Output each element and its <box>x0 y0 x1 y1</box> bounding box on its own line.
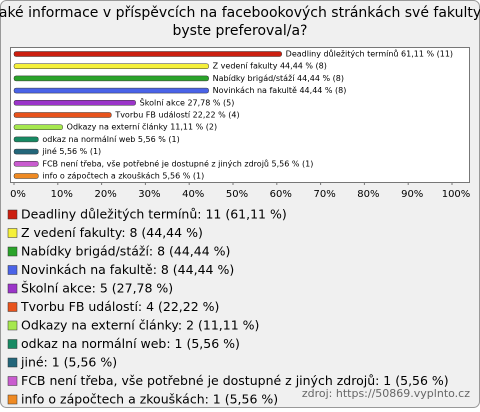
bar-label: FCB není třeba, vše potřebné je dostupné… <box>42 158 313 168</box>
x-tick-label: 70% <box>313 189 335 200</box>
legend-label: odkaz na normální web: 1 (5,56 %) <box>21 336 240 351</box>
bar <box>13 124 63 130</box>
bar <box>13 63 209 69</box>
legend-swatch <box>7 357 18 368</box>
bar-label: Z vedení fakulty 44,44 % (8) <box>213 62 327 71</box>
legend-swatch <box>7 394 18 405</box>
x-tick-label: 80% <box>357 189 379 200</box>
bar <box>13 51 282 57</box>
legend-label: Odkazy na externí články: 2 (11,11 %) <box>21 318 259 333</box>
legend-swatch <box>7 265 18 275</box>
x-tick-label: 10% <box>51 189 73 200</box>
x-tick-label: 30% <box>138 189 160 200</box>
bar-label: Tvorbu FB událostí 22,22 % (4) <box>114 111 239 120</box>
bar-label: Nabídky brigád/stáží 44,44 % (8) <box>213 74 344 83</box>
legend-swatch <box>7 283 18 294</box>
chart-title: aké informace v příspěvcích na facebooko… <box>0 5 480 21</box>
legend-label: Novinkách na fakultě: 8 (44,44 %) <box>21 262 234 277</box>
legend-swatch <box>7 302 18 312</box>
legend-label: Tvorbu FB událostí: 4 (22,22 %) <box>20 299 219 314</box>
legend-label: Deadliny důležitých termínů: 11 (61,11 %… <box>21 207 287 222</box>
legend-label: FCB není třeba, vše potřebné je dostupné… <box>21 373 449 388</box>
bar <box>13 161 39 167</box>
bar <box>13 87 209 94</box>
bar-label: jiné 5,56 % (1) <box>41 146 101 156</box>
bar-label: Deadliny důležitých termínů 61,11 % (11) <box>286 49 453 59</box>
bar-label: Odkazy na externí články 11,11 % (2) <box>67 122 217 132</box>
legend-swatch <box>7 320 18 331</box>
bar-label: Novinkách na fakultě 44,44 % (8) <box>213 86 347 95</box>
x-tick-label: 20% <box>94 189 116 200</box>
x-tick-label: 0% <box>10 189 26 200</box>
bar <box>13 100 136 106</box>
legend-swatch <box>7 209 18 220</box>
bar <box>13 136 39 143</box>
source: zdroj: https://50869.vyplnto.cz <box>302 387 470 400</box>
legend-swatch <box>7 246 18 257</box>
bar-label: odkaz na normální web 5,56 % (1) <box>42 135 179 144</box>
legend-label: Z vedení fakulty: 8 (44,44 %) <box>21 225 203 240</box>
bar <box>13 112 112 118</box>
x-tick-label: 40% <box>182 189 204 200</box>
bar <box>13 148 39 155</box>
bar <box>13 173 39 179</box>
x-tick-label: 60% <box>270 189 292 200</box>
bar-label: info o zápočtech a zkouškách 5,56 % (1) <box>42 171 204 181</box>
legend-label: Školní akce: 5 (27,78 %) <box>21 281 173 296</box>
legend-label: jiné: 1 (5,56 %) <box>20 355 117 370</box>
legend-swatch <box>7 339 18 349</box>
bar <box>13 75 209 82</box>
x-tick-label: 90% <box>401 189 423 200</box>
legend-swatch <box>7 376 18 386</box>
bar-label: Školní akce 27,78 % (5) <box>140 96 235 107</box>
x-tick-label: 50% <box>226 189 248 200</box>
legend-label: Nabídky brigád/stáží: 8 (44,44 %) <box>21 244 230 259</box>
x-tick-label: 100% <box>442 189 471 200</box>
legend-label: info o zápočtech a zkouškách: 1 (5,56 %) <box>21 392 278 407</box>
chart-title: byste preferoval/a? <box>172 23 307 39</box>
legend-swatch <box>7 228 18 238</box>
